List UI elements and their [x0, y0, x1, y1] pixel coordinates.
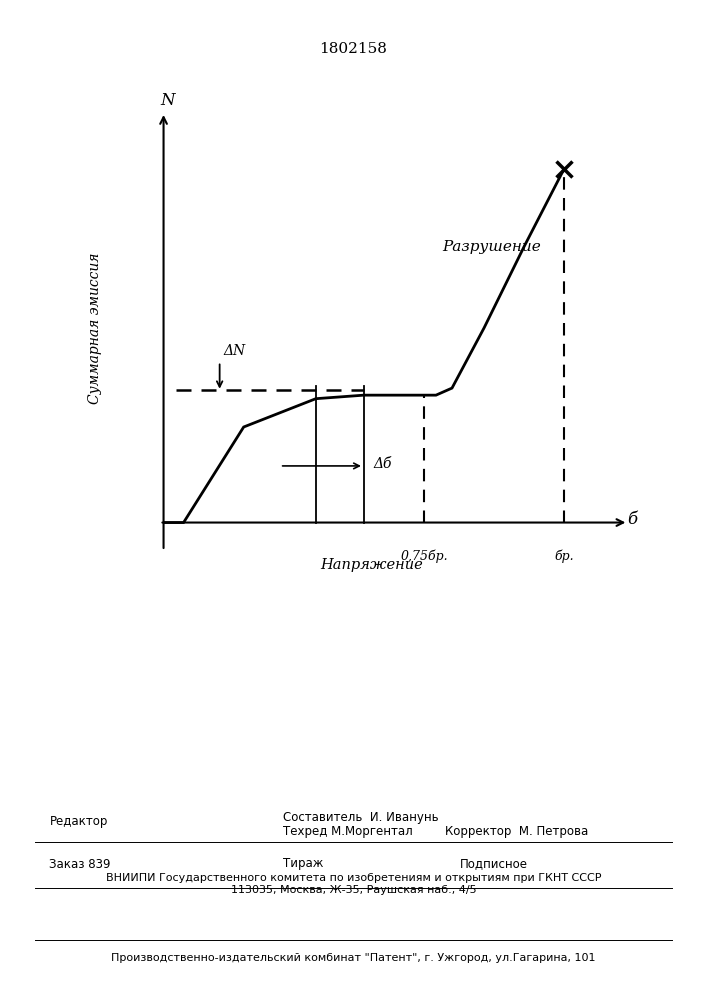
Text: 1802158: 1802158 — [320, 42, 387, 56]
Text: Разрушение: Разрушение — [443, 240, 542, 254]
Text: бр.: бр. — [554, 549, 574, 563]
Text: Тираж: Тираж — [283, 857, 323, 870]
Text: Δб: Δб — [374, 457, 392, 471]
Text: ВНИИПИ Государственного комитета по изобретениям и открытиям при ГКНТ СССР: ВНИИПИ Государственного комитета по изоб… — [106, 873, 601, 883]
Text: Корректор  М. Петрова: Корректор М. Петрова — [445, 826, 589, 838]
Text: Техред М.Моргентал: Техред М.Моргентал — [283, 826, 413, 838]
Text: 113035, Москва, Ж-35, Раушская наб., 4/5: 113035, Москва, Ж-35, Раушская наб., 4/5 — [230, 885, 477, 895]
Text: Производственно-издательский комбинат "Патент", г. Ужгород, ул.Гагарина, 101: Производственно-издательский комбинат "П… — [111, 953, 596, 963]
Text: Заказ 839: Заказ 839 — [49, 857, 111, 870]
Text: 0,75бр.: 0,75бр. — [400, 549, 448, 563]
Text: Составитель  И. Иванунь: Составитель И. Иванунь — [283, 812, 438, 824]
Text: N: N — [160, 92, 175, 109]
Text: Суммарная эмиссия: Суммарная эмиссия — [88, 252, 103, 404]
Text: б: б — [627, 510, 637, 528]
Text: ΔN: ΔN — [223, 344, 246, 358]
Text: Подписное: Подписное — [460, 857, 527, 870]
Text: Напряжение: Напряжение — [320, 558, 423, 572]
Text: Редактор: Редактор — [49, 816, 108, 828]
